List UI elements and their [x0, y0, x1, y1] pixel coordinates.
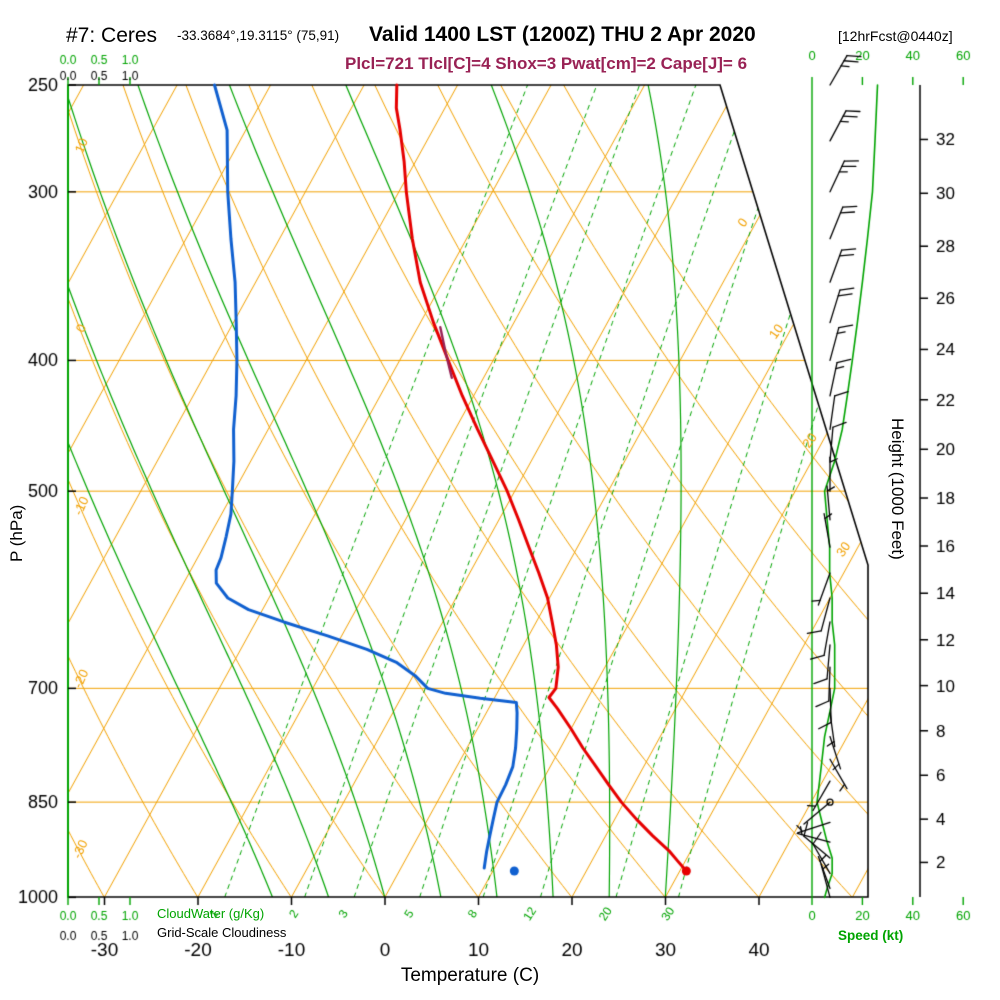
skewt-sounding-page: { "header": { "station_title": "#7: Cere…	[0, 0, 1000, 1000]
skewt-chart-canvas	[0, 0, 1000, 1000]
